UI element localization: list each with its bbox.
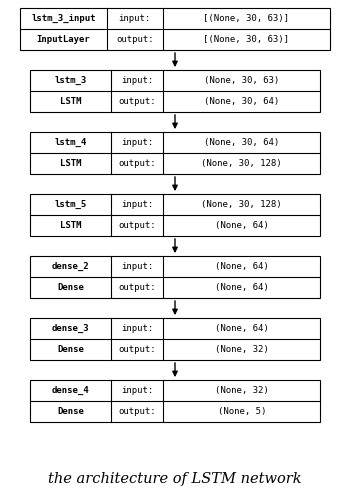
Text: [(None, 30, 63)]: [(None, 30, 63)]: [203, 35, 289, 44]
Bar: [30, 194, 320, 236]
Text: Dense: Dense: [57, 407, 84, 416]
Text: (None, 32): (None, 32): [215, 386, 268, 395]
Text: lstm_5: lstm_5: [55, 200, 87, 209]
Text: output:: output:: [119, 283, 156, 292]
Text: LSTM: LSTM: [60, 97, 81, 106]
Text: output:: output:: [119, 159, 156, 168]
Text: (None, 30, 63): (None, 30, 63): [204, 76, 279, 85]
Text: input:: input:: [121, 324, 153, 333]
Bar: [30, 318, 320, 360]
Text: dense_4: dense_4: [52, 386, 89, 395]
Text: the architecture of LSTM network: the architecture of LSTM network: [48, 472, 302, 486]
Bar: [30, 256, 320, 298]
Text: (None, 64): (None, 64): [215, 221, 268, 230]
Text: (None, 30, 128): (None, 30, 128): [201, 159, 282, 168]
Text: input:: input:: [121, 386, 153, 395]
Text: InputLayer: InputLayer: [36, 35, 90, 44]
Text: (None, 64): (None, 64): [215, 324, 268, 333]
Text: output:: output:: [119, 97, 156, 106]
Text: (None, 64): (None, 64): [215, 283, 268, 292]
Text: output:: output:: [116, 35, 154, 44]
Text: lstm_4: lstm_4: [55, 138, 87, 147]
Text: LSTM: LSTM: [60, 159, 81, 168]
Text: (None, 30, 64): (None, 30, 64): [204, 138, 279, 147]
Text: (None, 30, 64): (None, 30, 64): [204, 97, 279, 106]
Text: (None, 5): (None, 5): [217, 407, 266, 416]
Text: LSTM: LSTM: [60, 221, 81, 230]
Text: output:: output:: [119, 345, 156, 354]
Text: input:: input:: [119, 14, 151, 23]
Bar: [30, 380, 320, 422]
Text: input:: input:: [121, 200, 153, 209]
Text: dense_3: dense_3: [52, 324, 89, 333]
Text: input:: input:: [121, 76, 153, 85]
Bar: [30, 132, 320, 174]
Text: (None, 30, 128): (None, 30, 128): [201, 200, 282, 209]
Text: input:: input:: [121, 138, 153, 147]
Text: (None, 32): (None, 32): [215, 345, 268, 354]
Text: Dense: Dense: [57, 283, 84, 292]
Text: lstm_3: lstm_3: [55, 76, 87, 85]
Text: lstm_3_input: lstm_3_input: [31, 14, 96, 23]
Text: Dense: Dense: [57, 345, 84, 354]
Text: output:: output:: [119, 221, 156, 230]
Text: dense_2: dense_2: [52, 262, 89, 271]
Text: output:: output:: [119, 407, 156, 416]
Text: (None, 64): (None, 64): [215, 262, 268, 271]
Bar: [30, 70, 320, 112]
Bar: [20, 8, 330, 50]
Text: input:: input:: [121, 262, 153, 271]
Text: [(None, 30, 63)]: [(None, 30, 63)]: [203, 14, 289, 23]
